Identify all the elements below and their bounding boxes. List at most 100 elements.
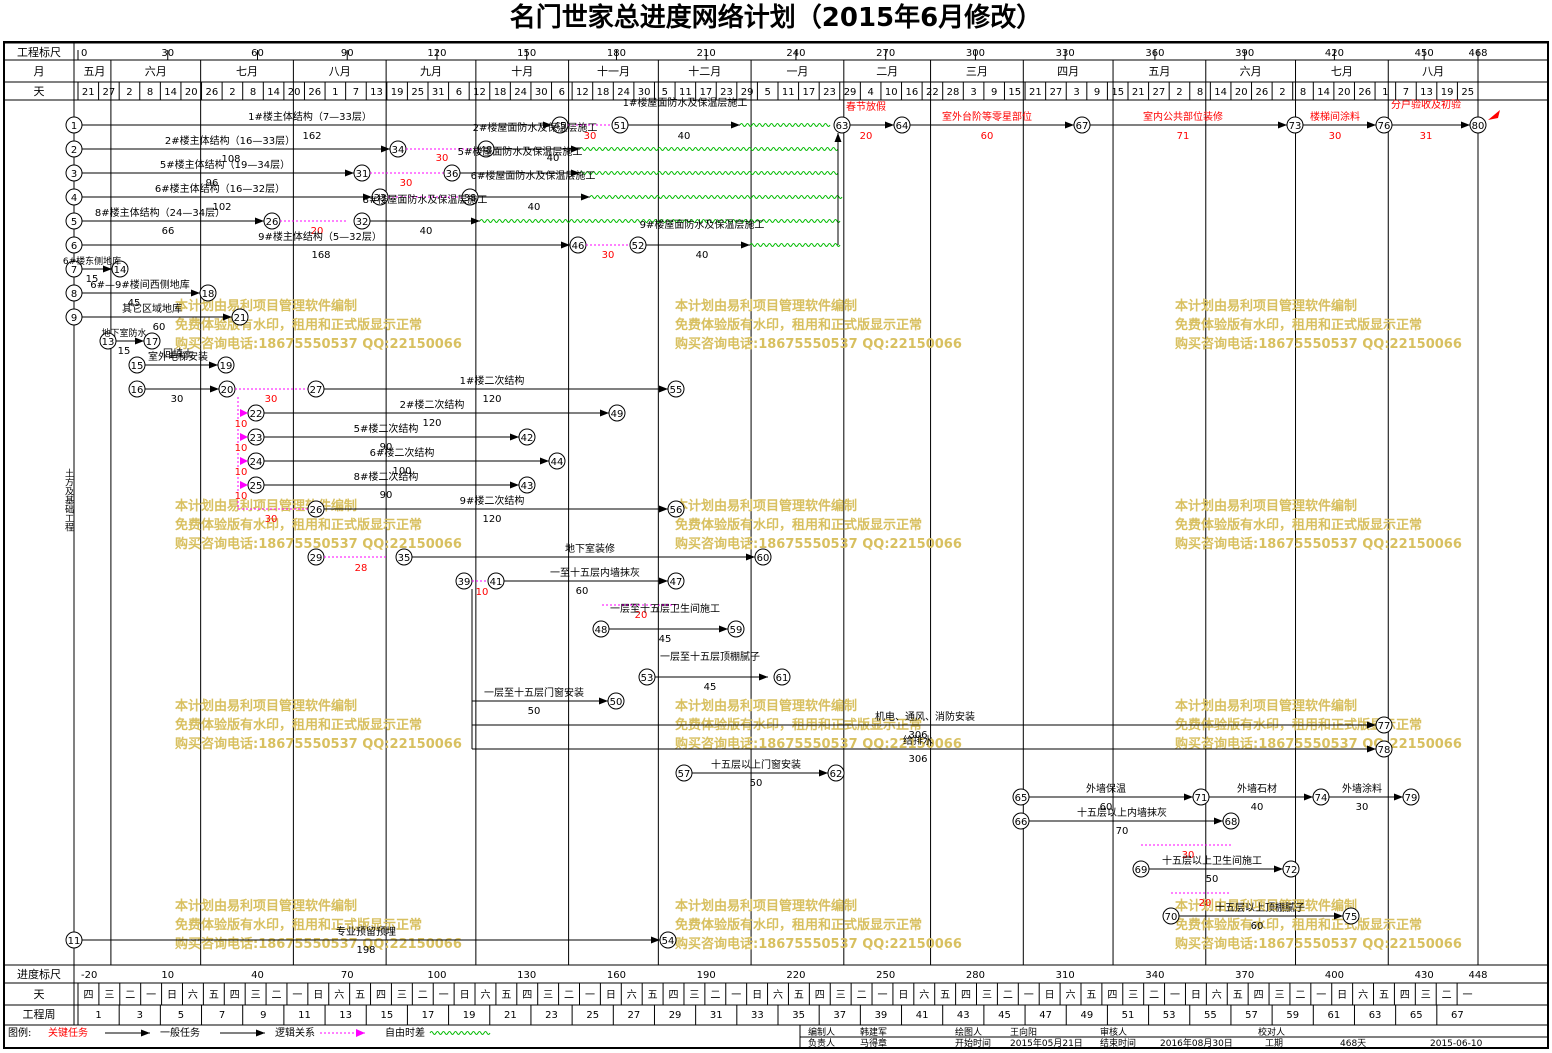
node-8-label: 8 <box>71 289 77 300</box>
task-label-up-ceil: 十五层以上顶棚腻子 <box>1215 901 1305 914</box>
weekday-label: 六 <box>480 989 490 1001</box>
day-label: 14 <box>164 87 177 98</box>
task-dur-t2r: 40 <box>547 153 560 164</box>
node-79-label: 79 <box>1405 793 1418 804</box>
node-72 <box>1282 860 1300 878</box>
task-label-secondary: 2#楼二次结构 <box>400 398 465 411</box>
footer-row2-7: 468天 <box>1340 1039 1366 1049</box>
watermark-line1: 本计划由易利项目管理软件编制 <box>1175 298 1357 314</box>
week-label: 55 <box>1204 1010 1217 1021</box>
task-label-outdoor: 室外台阶等零星部位 <box>942 110 1032 123</box>
task-label-secondary: 5#楼二次结构 <box>354 422 419 435</box>
day-label: 2 <box>126 87 132 98</box>
watermark-line2: 免费体验版有水印，租用和正式版显示正常 <box>675 517 922 533</box>
weekday-label: 六 <box>919 989 929 1001</box>
weekday-label: 三 <box>104 990 114 1001</box>
weekday-label: 四 <box>376 990 386 1001</box>
task-ext-paint-head <box>1394 793 1403 801</box>
task-dur-s1: 120 <box>482 394 501 405</box>
task-dur-t3: 96 <box>206 178 219 189</box>
weekday-label: 五 <box>1233 990 1243 1001</box>
day-label: 23 <box>823 87 836 98</box>
progress-tick-label: 190 <box>697 970 716 981</box>
week-label: 1 <box>95 1010 101 1021</box>
week-label: 19 <box>463 1010 476 1021</box>
footer-row2-6: 工期 <box>1265 1038 1283 1049</box>
weekday-label: 二 <box>710 990 720 1001</box>
day-label: 3 <box>1073 87 1079 98</box>
node-18 <box>199 284 217 302</box>
task-5#-roof-head <box>571 169 580 177</box>
task-1#-roof-head <box>731 121 740 129</box>
week-label: 61 <box>1328 1010 1341 1021</box>
node-75-label: 75 <box>1345 912 1358 923</box>
day-label: 27 <box>1153 87 1166 98</box>
day-label: 11 <box>782 87 795 98</box>
node-50-label: 50 <box>610 697 623 708</box>
scale-label-row3: 天 <box>34 85 45 98</box>
day-label: 20 <box>185 87 198 98</box>
task-label-t4: 6#楼主体结构（16—32层） <box>155 182 285 195</box>
watermark-line1: 本计划由易利项目管理软件编制 <box>175 298 357 314</box>
task-s1-head <box>659 385 668 393</box>
day-label: 5 <box>662 87 668 98</box>
day-label: 8 <box>250 87 256 98</box>
watermark-line2: 免费体验版有水印，租用和正式版显示正常 <box>1175 317 1422 333</box>
task-up-ceil-head <box>1334 912 1343 920</box>
watermark-line2: 免费体验版有水印，租用和正式版显示正常 <box>675 917 922 933</box>
day-label: 31 <box>432 87 445 98</box>
node-78 <box>1375 740 1393 758</box>
node-56-label: 56 <box>670 505 683 516</box>
day-label: 13 <box>1420 87 1433 98</box>
task-dur-secondary: 120 <box>422 418 441 429</box>
day-label: 27 <box>103 87 116 98</box>
day-label: 14 <box>267 87 280 98</box>
node-38-label: 38 <box>464 193 477 204</box>
bottom-label-week: 工程周 <box>23 1008 56 1021</box>
float-label: 30 <box>265 514 278 525</box>
weekday-label: 二 <box>564 990 574 1001</box>
watermark-line1: 本计划由易利项目管理软件编制 <box>675 698 857 714</box>
footer-row2-0: 负责人 <box>808 1037 835 1049</box>
node-50 <box>607 692 625 710</box>
progress-tick-label: 10 <box>161 970 174 981</box>
week-label: 7 <box>219 1010 225 1021</box>
node-55 <box>667 380 685 398</box>
task-label-plaster: 一至十五层内墙抹灰 <box>550 566 640 579</box>
task-dur-t4rd: 40 <box>528 202 541 213</box>
legend-float-head <box>356 1029 365 1037</box>
node-32-label: 32 <box>356 217 369 228</box>
task-dur-secondary: 90 <box>380 442 393 453</box>
week-label: 35 <box>792 1010 805 1021</box>
weekday-label: 一 <box>146 990 156 1001</box>
node-42-label: 42 <box>521 433 534 444</box>
day-label: 20 <box>288 87 301 98</box>
task-dur-secondary: 100 <box>392 466 411 477</box>
task-backfill-head <box>210 385 219 393</box>
float-head <box>240 409 248 417</box>
task-spring-head <box>885 121 894 129</box>
watermark-line3: 购买咨询电话:18675550537 QQ:22150066 <box>175 536 462 552</box>
node-79 <box>1402 788 1420 806</box>
watermark-line2: 免费体验版有水印，租用和正式版显示正常 <box>175 317 422 333</box>
task-secondary-24-head <box>540 457 549 465</box>
week-label: 13 <box>339 1010 352 1021</box>
day-label: 10 <box>885 87 898 98</box>
scale-label-row1: 工程标尺 <box>17 45 61 59</box>
wave-row3 <box>579 171 839 175</box>
task-ext-stone-head <box>1304 793 1313 801</box>
node-33-label: 33 <box>374 193 387 204</box>
month-label: 十月 <box>511 64 533 78</box>
weekday-label: 五 <box>501 990 511 1001</box>
weekday-label: 二 <box>1295 990 1305 1001</box>
watermark-line3: 购买咨询电话:18675550537 QQ:22150066 <box>1175 536 1462 552</box>
watermark-line3: 购买咨询电话:18675550537 QQ:22150066 <box>1175 936 1462 952</box>
watermark-line1: 本计划由易利项目管理软件编制 <box>1175 698 1357 714</box>
task-dur-up-bath: 50 <box>1206 874 1219 885</box>
task-label-ext-ins: 外墙保温 <box>1086 782 1126 795</box>
weekday-label: 三 <box>1128 990 1138 1001</box>
week-label: 59 <box>1286 1010 1299 1021</box>
week-label: 17 <box>422 1010 435 1021</box>
week-label: 21 <box>504 1010 517 1021</box>
weekday-label: 一 <box>877 990 887 1001</box>
